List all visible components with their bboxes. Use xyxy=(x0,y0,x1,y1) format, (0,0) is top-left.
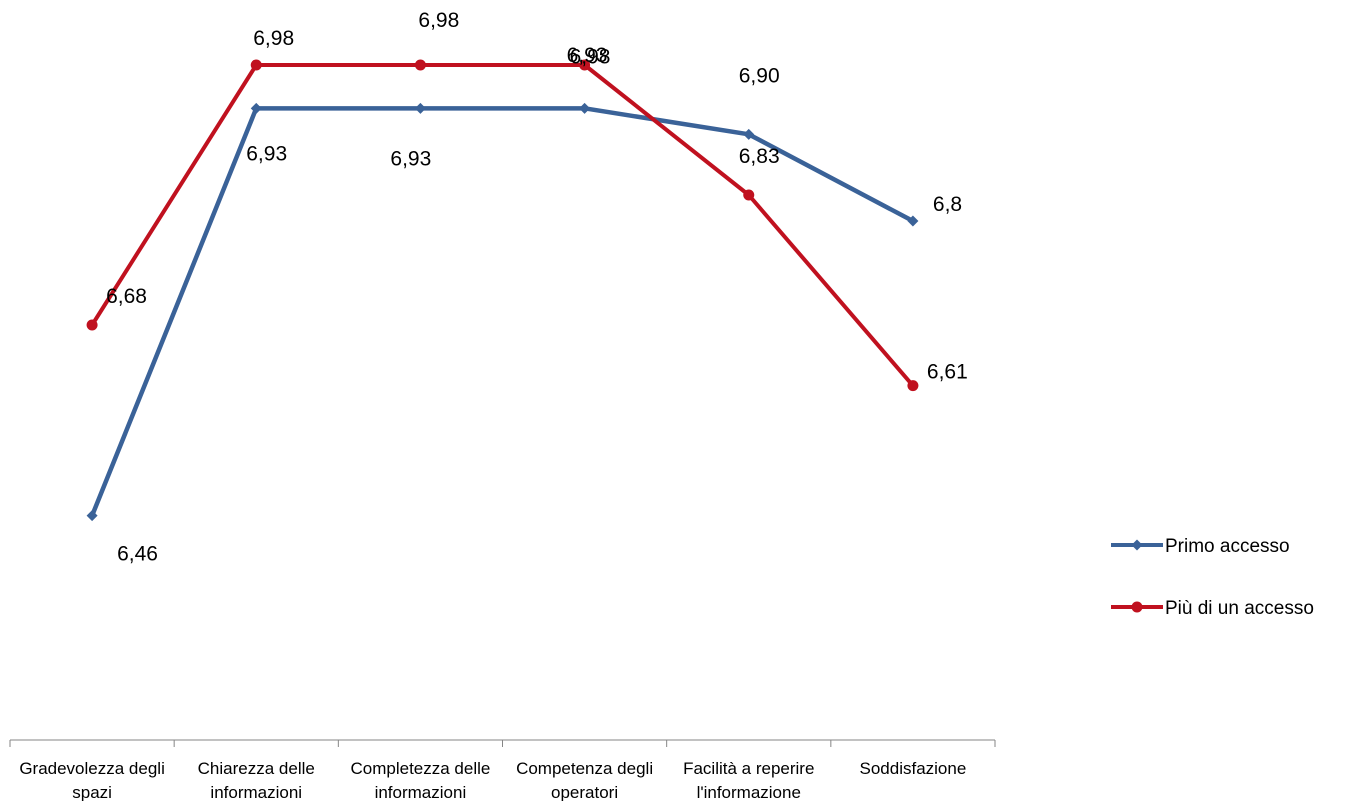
legend-marker-diamond xyxy=(1131,539,1143,551)
data-label: 6,90 xyxy=(739,64,780,87)
data-point-primo-accesso xyxy=(907,215,919,227)
legend-label: Più di un accesso xyxy=(1165,598,1314,619)
data-point-primo-accesso xyxy=(250,102,262,114)
x-tick-label: Chiarezza delle informazioni xyxy=(198,759,315,801)
x-tick-label: Gradevolezza degli spazi xyxy=(19,759,165,801)
data-label: 6,98 xyxy=(418,9,459,32)
x-tick-label: Soddisfazione xyxy=(860,759,967,778)
series-lines xyxy=(86,59,919,522)
data-label: 6,8 xyxy=(933,193,962,216)
x-axis: Gradevolezza degli spazi Chiarezza delle in… xyxy=(9,739,996,801)
data-point-piu-di-un-accesso xyxy=(250,59,262,71)
legend: Primo accesso Più di un accesso xyxy=(1111,536,1314,619)
legend-label: Primo accesso xyxy=(1165,536,1290,557)
data-point-piu-di-un-accesso xyxy=(86,319,98,331)
data-label: 6,61 xyxy=(927,361,968,384)
x-tick-label: Facilità a reperire l'informazione xyxy=(683,759,814,801)
legend-marker-circle xyxy=(1131,601,1143,613)
data-label: 6,46 xyxy=(117,543,158,566)
x-tick-label: Competenza degli operatori xyxy=(516,759,653,801)
data-point-primo-accesso xyxy=(414,102,426,114)
data-point-primo-accesso xyxy=(743,128,755,140)
series-line-piu-di-un-accesso xyxy=(90,63,915,387)
series-line-primo-accesso xyxy=(89,106,914,517)
data-point-piu-di-un-accesso xyxy=(907,380,919,392)
data-point-primo-accesso xyxy=(86,510,98,522)
data-point-piu-di-un-accesso xyxy=(579,59,591,71)
x-tick-label: Completezza delle informazioni xyxy=(350,759,490,801)
data-point-piu-di-un-accesso xyxy=(743,189,755,201)
data-label: 6,83 xyxy=(739,145,780,168)
data-label: 6,98 xyxy=(570,45,611,68)
data-label: 6,93 xyxy=(246,142,287,165)
data-point-piu-di-un-accesso xyxy=(414,59,426,71)
data-point-primo-accesso xyxy=(579,102,591,114)
data-label: 6,93 xyxy=(567,44,608,67)
data-label: 6,68 xyxy=(106,285,147,308)
data-labels: 6,466,93 6,936,986,906,86,686,986,986,936… xyxy=(106,9,968,566)
data-label: 6,98 xyxy=(253,27,294,50)
data-label: 6,93 xyxy=(390,147,431,170)
